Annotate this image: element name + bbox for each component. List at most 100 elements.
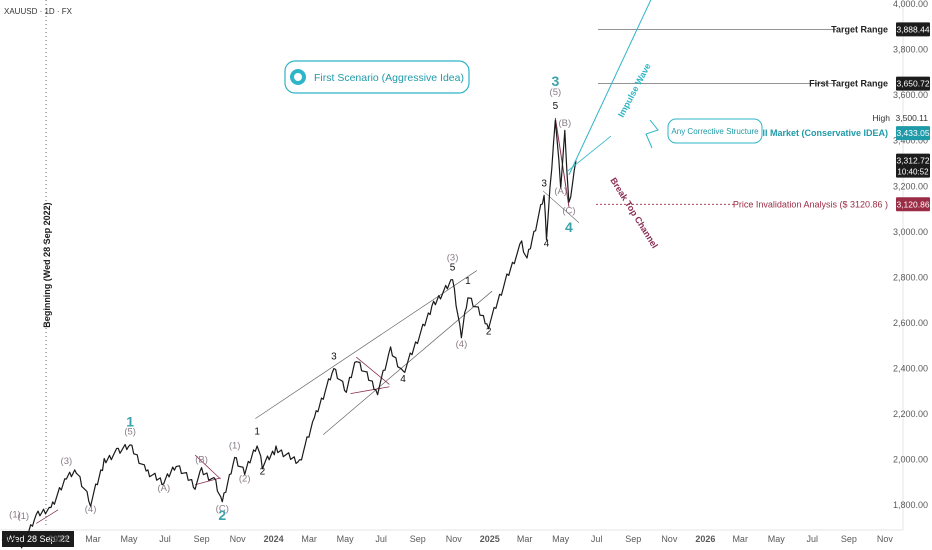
- wedge-bottom-line: [195, 477, 221, 486]
- price-tag-label: Bull Market (Conservative IDEA): [750, 128, 888, 138]
- symbol-header: XAUUSD · 1D · FX: [4, 7, 73, 16]
- projection-zigzag: [645, 119, 659, 149]
- x-tick-label: 2026: [695, 534, 715, 544]
- y-tick-label: 2,000.00: [893, 455, 928, 465]
- wave-label: (2): [239, 473, 251, 484]
- wave-label: (C): [562, 206, 575, 217]
- y-tick-label: 1,800.00: [893, 500, 928, 510]
- x-tick-label: Wed 28 Sep '22: [6, 534, 70, 544]
- wave-label: 4: [565, 219, 573, 235]
- x-tick-label: Sep: [194, 534, 210, 544]
- wave-label: 1: [465, 276, 471, 287]
- x-tick-label: Mar: [301, 534, 317, 544]
- beginning-label: Beginning (Wed 28 Sep 2022): [42, 202, 52, 327]
- y-tick-label: 3,400.00: [893, 136, 928, 146]
- corrective-label: Any Corrective Structure: [671, 127, 759, 136]
- x-tick-label: Mar: [85, 534, 101, 544]
- wave-label: (3): [61, 456, 73, 467]
- scenario-icon-inner: [294, 73, 302, 81]
- wave-label: (A): [157, 483, 170, 494]
- x-tick-label: Jul: [375, 534, 387, 544]
- x-tick-label: May: [120, 534, 138, 544]
- x-tick-label: Nov: [230, 534, 247, 544]
- price-tag-value: 3,120.86: [896, 199, 929, 209]
- wave-label: (B): [195, 454, 208, 465]
- price-tag-label: First Target Range: [809, 79, 888, 89]
- corrective-box: [667, 118, 763, 144]
- y-tick-label: 3,200.00: [893, 181, 928, 191]
- wave-label: 2: [218, 507, 226, 523]
- x-tick-label: 2023: [48, 534, 68, 544]
- triangle-bottom-line: [350, 386, 390, 394]
- triangle-top-line: [356, 356, 390, 385]
- x-tick-label: Jul: [591, 534, 603, 544]
- y-tick-label: 2,600.00: [893, 318, 928, 328]
- wave-label: 5: [450, 263, 456, 274]
- wave-label: 4: [400, 374, 406, 385]
- high-value: 3,500.11: [896, 113, 929, 123]
- y-tick-label: 3,600.00: [893, 90, 928, 100]
- wave-label: (4): [85, 504, 97, 515]
- y-tick-label: 3,000.00: [893, 227, 928, 237]
- y-tick-label: 2,200.00: [893, 409, 928, 419]
- channel-upper-line: [255, 270, 477, 419]
- price-tag-bg: [896, 126, 930, 141]
- price-tag-value: 3,888.44: [896, 24, 929, 34]
- x-tick-label: Nov: [446, 534, 463, 544]
- x-tick-label: Jul: [806, 534, 818, 544]
- wave-label: 3: [541, 178, 547, 189]
- x-tick-label: 2025: [480, 534, 500, 544]
- wave-label: 2: [260, 466, 266, 477]
- x-tick-label: May: [552, 534, 570, 544]
- wave-label: (C): [216, 504, 229, 515]
- wave-label: (B): [558, 118, 571, 129]
- wave-label: 3: [331, 351, 337, 362]
- y-tick-label: 4,000.00: [893, 0, 928, 9]
- wave-label: (5): [124, 427, 136, 438]
- scenario-label: First Scenario (Aggressive Idea): [314, 72, 464, 84]
- y-tick-label: 2,400.00: [893, 364, 928, 374]
- x-tick-label: Nov: [661, 534, 678, 544]
- scenario-pill: [284, 60, 470, 94]
- break-channel-label: Break Top Channel: [608, 176, 660, 250]
- x-tick-label: Sep: [410, 534, 426, 544]
- wave-label: (4): [456, 339, 468, 350]
- wave-label: (A): [554, 186, 567, 197]
- small-wedge-line: [36, 509, 59, 524]
- last-price-bg: [896, 153, 930, 178]
- wave-label: 1: [254, 427, 260, 438]
- wedge-top-line: [194, 454, 221, 480]
- last-price-countdown: 10:40:52: [897, 168, 929, 177]
- wave-label: (5): [550, 87, 562, 98]
- wave-label: 3: [551, 73, 559, 89]
- wave-label: (3): [447, 252, 459, 263]
- x-tick-label: Sep: [625, 534, 641, 544]
- price-tag-bg: [896, 22, 930, 37]
- price-tag-value: 3,433.05: [896, 128, 929, 138]
- wave-label: 1: [126, 414, 134, 430]
- impulse-wave-line: [568, 0, 652, 176]
- high-label: High: [873, 113, 891, 123]
- projection-line: [566, 135, 612, 172]
- wave-label: 2: [486, 326, 492, 337]
- wave-label: (1): [9, 510, 21, 521]
- wave-label: (1): [229, 440, 241, 451]
- x-tick-label: Mar: [517, 534, 533, 544]
- price-tag-bg: [896, 76, 930, 91]
- price-tag-bg: [896, 197, 930, 212]
- price-tag-label: Price Invalidation Analysis ($ 3120.86 ): [733, 199, 888, 209]
- y-tick-label: 2,800.00: [893, 272, 928, 282]
- x-tick-label: 2024: [264, 534, 284, 544]
- wave-label: (1): [17, 511, 29, 522]
- price-series-line: [1, 119, 577, 549]
- x-tick-label: Jul: [159, 534, 171, 544]
- impulse-wave-label: Impulse Wave: [616, 62, 653, 119]
- x-tick-label: May: [768, 534, 786, 544]
- last-price-value: 3,312.72: [896, 156, 929, 166]
- x-tick-label: Mar: [732, 534, 748, 544]
- y-tick-label: 3,800.00: [893, 45, 928, 55]
- wave-label: 4: [544, 239, 550, 250]
- x-tick-label: May: [337, 534, 355, 544]
